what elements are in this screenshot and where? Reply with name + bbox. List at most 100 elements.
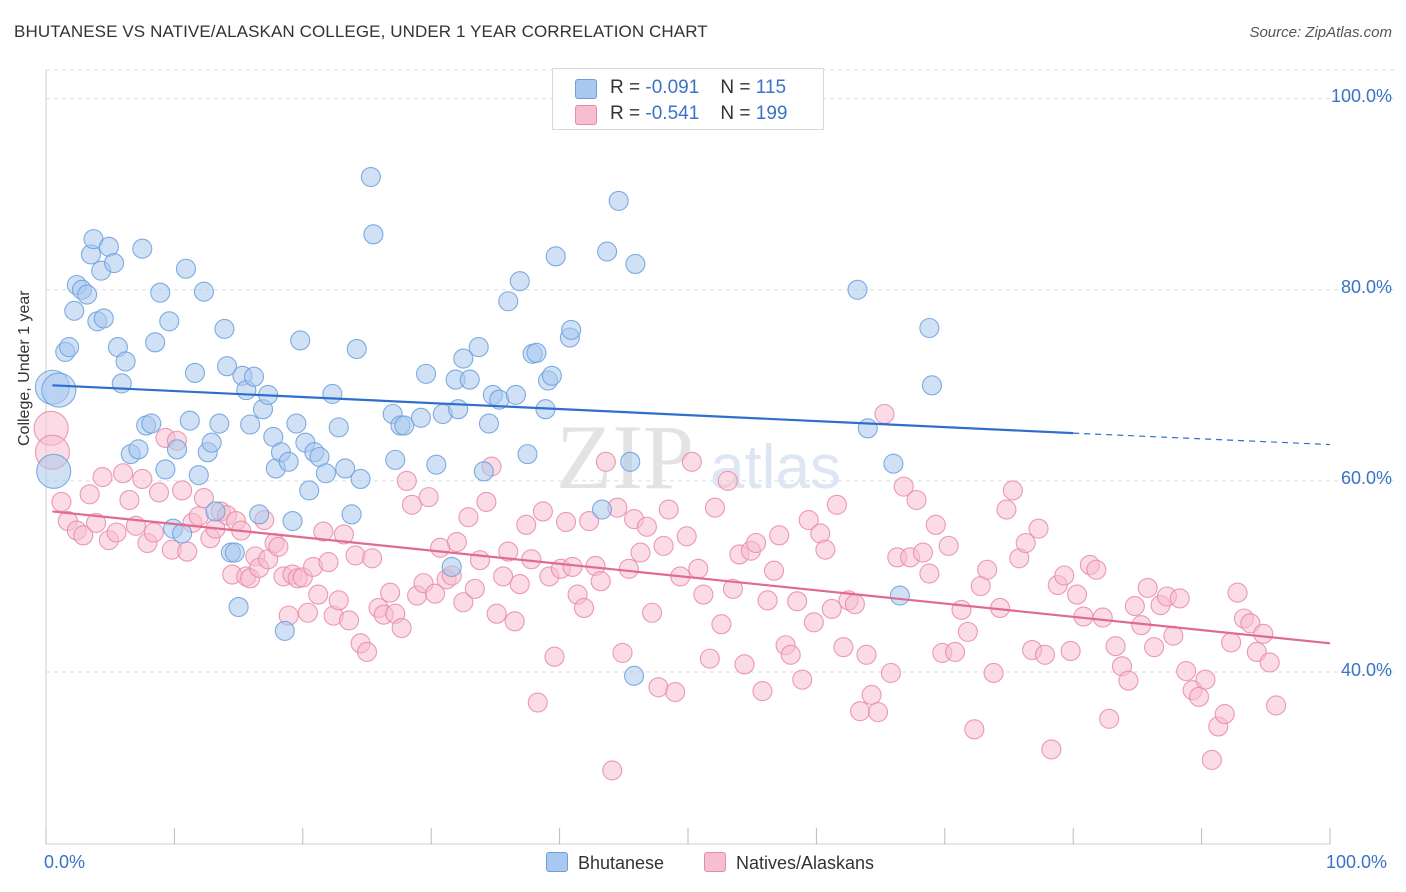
bhutanese-point	[111, 373, 132, 394]
source-label: Source: ZipAtlas.com	[1249, 24, 1392, 41]
native-alaskan-point	[132, 468, 153, 490]
bhutanese-point	[155, 459, 176, 480]
legend-label: Natives/Alaskans	[736, 853, 875, 873]
native-alaskan-point	[1067, 584, 1088, 605]
bhutanese-point	[921, 375, 943, 396]
bhutanese-point	[322, 383, 343, 404]
native-alaskan-point	[951, 599, 972, 620]
native-alaskan-point	[362, 548, 383, 569]
native-alaskan-point	[1054, 565, 1075, 586]
native-alaskan-point	[119, 489, 140, 511]
native-alaskan-point	[752, 681, 773, 702]
native-alaskan-point	[396, 470, 417, 491]
bhutanese-point	[468, 337, 489, 358]
bhutanese-point	[624, 665, 645, 686]
native-alaskan-point	[1214, 703, 1235, 725]
y-tick-label-80: 80.0%	[1340, 277, 1392, 297]
native-alaskan-point	[612, 642, 633, 663]
r-value: -0.091	[645, 77, 700, 98]
bhutanese-point	[184, 362, 205, 383]
legend-item-bhutanese[interactable]: Bhutanese	[546, 852, 664, 874]
bhutanese-point	[141, 413, 162, 434]
native-alaskan-point	[996, 499, 1017, 520]
native-alaskan-point	[938, 535, 959, 556]
native-alaskan-point	[333, 524, 354, 545]
bhutanese-point	[360, 166, 381, 188]
native-alaskan-point	[1137, 577, 1158, 598]
native-alaskan-point	[401, 494, 422, 515]
bhutanese-point	[243, 366, 265, 387]
native-alaskan-point	[964, 719, 985, 740]
bhutanese-point	[209, 413, 230, 434]
native-alaskan-point	[893, 476, 914, 497]
native-alaskan-point	[1195, 669, 1216, 690]
bhutanese-point	[145, 332, 166, 353]
bhutanese-trend-extension	[1073, 432, 1331, 446]
bhutanese-point	[847, 279, 868, 300]
bhutanese-point	[889, 585, 910, 606]
native-alaskan-point	[297, 602, 318, 623]
bhutanese-point	[328, 417, 349, 438]
native-alaskan-point	[79, 484, 100, 505]
native-alaskan-point	[106, 522, 127, 543]
n-label: N =	[720, 103, 751, 124]
native-alaskan-point	[172, 480, 193, 501]
native-alaskan-point	[1015, 532, 1036, 554]
bhutanese-point	[426, 454, 447, 475]
bhutanese-point	[77, 284, 98, 305]
bhutanese-point	[128, 439, 149, 460]
bhutanese-point	[350, 468, 371, 490]
native-alaskan-point	[602, 760, 623, 781]
native-alaskan-point	[1163, 625, 1184, 646]
native-alaskan-point	[919, 563, 940, 584]
native-alaskan-point	[676, 526, 697, 547]
native-alaskan-point	[681, 451, 702, 472]
bhutanese-point	[188, 465, 209, 486]
bhutanese-point	[883, 453, 904, 474]
bhutanese-point	[315, 463, 336, 484]
bhutanese-point	[341, 504, 362, 525]
native-alaskan-point	[446, 531, 467, 553]
pink-swatch	[575, 105, 597, 125]
native-alaskan-point	[769, 525, 790, 546]
native-alaskan-point	[906, 489, 927, 511]
bhutanese-point	[205, 501, 226, 522]
bhutanese-point	[216, 356, 238, 377]
legend-item-natives-alaskans[interactable]: Natives/Alaskans	[704, 852, 874, 874]
natives-alaskans-trend-line	[52, 510, 1331, 645]
bhutanese-point	[224, 542, 245, 563]
bhutanese-point	[132, 238, 153, 259]
native-alaskan-point	[630, 542, 651, 563]
native-alaskan-point	[874, 403, 895, 425]
bhutanese-point	[214, 318, 235, 340]
native-alaskan-point	[418, 487, 439, 508]
bhutanese-point	[561, 319, 582, 340]
native-alaskan-point	[51, 491, 72, 512]
bhutanese-point	[545, 246, 566, 267]
native-alaskan-point	[861, 684, 882, 705]
native-alaskan-point	[763, 560, 785, 581]
native-alaskan-point	[1118, 670, 1139, 691]
native-alaskan-point	[912, 542, 934, 563]
native-alaskan-point	[555, 511, 577, 533]
bhutanese-point	[179, 410, 200, 431]
bhutanese-point	[36, 453, 72, 489]
native-alaskan-point	[193, 488, 214, 509]
native-alaskan-point	[573, 597, 595, 619]
watermark-atlas: atlas	[710, 433, 841, 502]
native-alaskan-point	[595, 451, 616, 472]
bhutanese-point	[172, 523, 193, 544]
bhutanese-point	[394, 415, 415, 436]
bhutanese-point	[41, 372, 77, 408]
native-alaskan-point	[787, 591, 808, 612]
native-alaskan-point	[86, 512, 107, 533]
native-alaskan-point	[803, 612, 824, 633]
native-alaskan-point	[1099, 708, 1120, 729]
bhutanese-trend-line	[52, 384, 1074, 435]
native-alaskan-point	[469, 550, 491, 571]
bhutanese-point	[478, 413, 500, 434]
native-alaskan-point	[453, 592, 474, 613]
native-alaskan-point	[544, 646, 565, 667]
native-alaskan-point	[1124, 596, 1145, 617]
